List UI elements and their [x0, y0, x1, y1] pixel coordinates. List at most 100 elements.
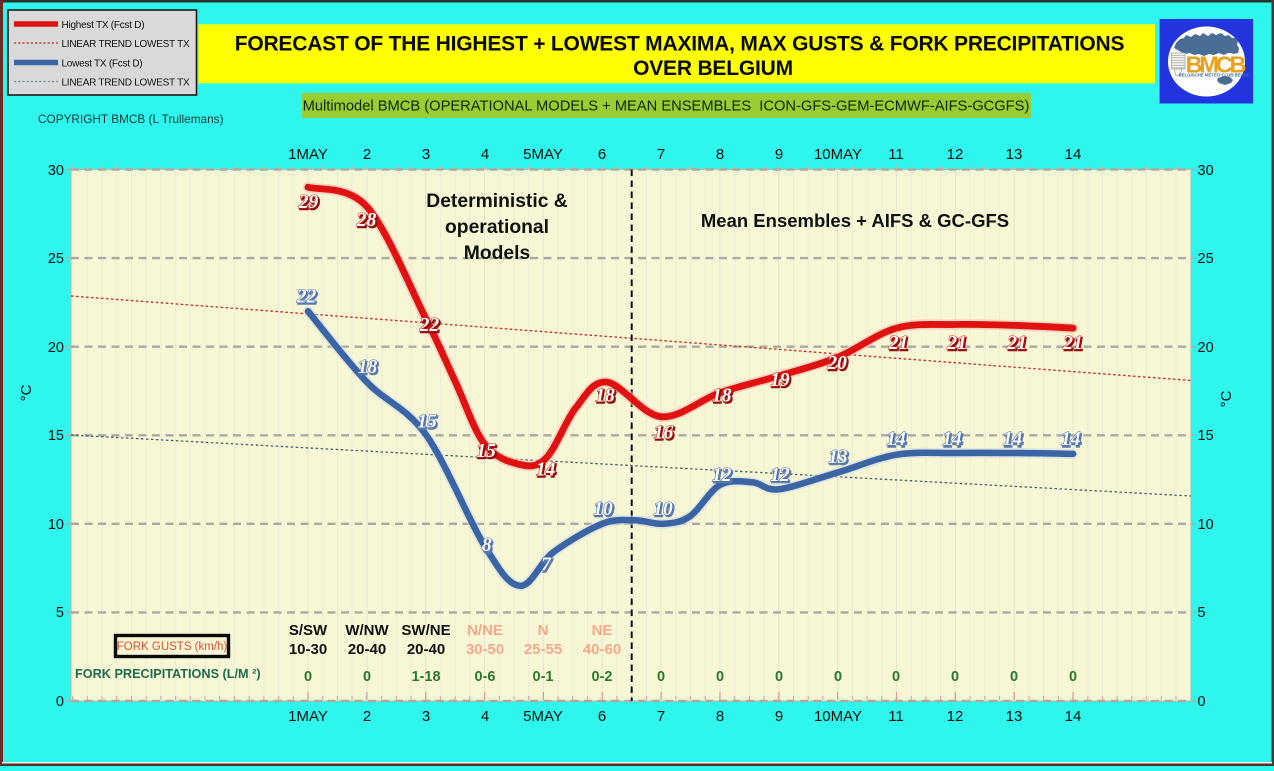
svg-text:6: 6 [598, 146, 606, 163]
svg-text:21: 21 [888, 333, 909, 354]
svg-text:°C: °C [1218, 390, 1235, 407]
svg-text:Models: Models [464, 243, 530, 264]
svg-text:0: 0 [716, 669, 724, 685]
svg-text:14: 14 [1003, 429, 1023, 450]
svg-text:1MAY: 1MAY [288, 146, 328, 163]
svg-text:3: 3 [422, 708, 430, 725]
svg-text:12: 12 [712, 465, 732, 486]
svg-text:S/SW: S/SW [289, 622, 328, 639]
svg-text:13: 13 [1006, 708, 1023, 725]
svg-text:22: 22 [296, 287, 317, 308]
svg-text:5: 5 [1198, 605, 1206, 621]
svg-text:11: 11 [888, 146, 904, 163]
svg-text:0-1: 0-1 [533, 669, 554, 685]
svg-text:14: 14 [1065, 146, 1082, 163]
svg-text:14: 14 [942, 429, 962, 450]
svg-text:20: 20 [48, 340, 64, 356]
svg-text:13: 13 [1006, 146, 1023, 163]
svg-text:5MAY: 5MAY [523, 708, 563, 725]
svg-text:0: 0 [834, 669, 842, 685]
svg-text:4: 4 [481, 146, 489, 163]
svg-text:9: 9 [775, 708, 783, 725]
svg-text:Deterministic &: Deterministic & [426, 191, 568, 212]
svg-text:18: 18 [595, 386, 615, 407]
svg-text:0: 0 [657, 669, 665, 685]
svg-text:10-30: 10-30 [289, 641, 327, 658]
svg-text:30-50: 30-50 [466, 641, 504, 658]
svg-text:NE: NE [592, 622, 613, 639]
svg-text:1-18: 1-18 [411, 669, 440, 685]
svg-text:N: N [538, 622, 549, 639]
svg-text:20: 20 [826, 353, 847, 374]
svg-text:10: 10 [1198, 517, 1214, 533]
svg-text:19: 19 [770, 370, 790, 391]
svg-text:COPYRIGHT BMCB (L Trullemans): COPYRIGHT BMCB (L Trullemans) [38, 112, 224, 126]
svg-text:FORK PRECIPITATIONS (L/M ²): FORK PRECIPITATIONS (L/M ²) [75, 667, 261, 681]
svg-text:FORECAST OF THE HIGHEST + LOWE: FORECAST OF THE HIGHEST + LOWEST MAXIMA,… [235, 33, 1125, 56]
svg-text:14: 14 [1061, 429, 1081, 450]
svg-text:14: 14 [536, 460, 556, 481]
svg-text:21: 21 [1062, 333, 1083, 354]
svg-text:18: 18 [712, 386, 732, 407]
svg-text:°C: °C [18, 384, 35, 401]
svg-text:Multimodel BMCB (OPERATIONAL M: Multimodel BMCB (OPERATIONAL MODELS + ME… [303, 99, 1030, 115]
svg-text:15: 15 [48, 428, 64, 444]
svg-text:0: 0 [892, 669, 900, 685]
svg-text:20-40: 20-40 [348, 641, 386, 658]
svg-text:FORK GUSTS (km/h): FORK GUSTS (km/h) [117, 641, 228, 653]
svg-text:W/NW: W/NW [345, 622, 389, 639]
svg-text:11: 11 [888, 708, 904, 725]
svg-text:25: 25 [48, 251, 64, 267]
svg-text:BELGISCHE METEO CLUB BELGE: BELGISCHE METEO CLUB BELGE [1179, 72, 1250, 77]
svg-text:0-2: 0-2 [592, 669, 613, 685]
svg-text:25: 25 [1198, 251, 1214, 267]
svg-text:30: 30 [48, 163, 64, 179]
svg-text:operational: operational [445, 217, 549, 238]
svg-text:0: 0 [363, 669, 371, 685]
svg-text:7: 7 [541, 555, 552, 576]
svg-text:LINEAR TREND LOWEST TX: LINEAR TREND LOWEST TX [62, 39, 190, 50]
svg-text:28: 28 [356, 210, 377, 231]
svg-text:21: 21 [1006, 333, 1027, 354]
svg-text:0: 0 [304, 669, 312, 685]
svg-text:Mean Ensembles + AIFS & GC-GFS: Mean Ensembles + AIFS & GC-GFS [701, 210, 1009, 231]
svg-text:13: 13 [828, 447, 848, 468]
svg-text:7: 7 [657, 708, 665, 725]
svg-text:SW/NE: SW/NE [401, 622, 450, 639]
svg-text:10: 10 [593, 499, 613, 520]
svg-text:29: 29 [298, 192, 319, 213]
svg-text:2: 2 [363, 146, 371, 163]
svg-text:14: 14 [886, 429, 906, 450]
svg-text:9: 9 [775, 146, 783, 163]
svg-text:15: 15 [476, 441, 496, 462]
svg-text:5: 5 [56, 605, 64, 621]
svg-text:Lowest TX (Fcst D): Lowest TX (Fcst D) [62, 59, 143, 70]
svg-text:7: 7 [657, 146, 665, 163]
svg-text:0: 0 [56, 694, 64, 710]
svg-text:8: 8 [482, 535, 492, 556]
svg-text:0: 0 [775, 669, 783, 685]
svg-text:0: 0 [1198, 694, 1206, 710]
svg-text:14: 14 [1065, 708, 1082, 725]
svg-text:30: 30 [1198, 163, 1214, 179]
svg-text:0: 0 [1069, 669, 1077, 685]
svg-text:OVER BELGIUM: OVER BELGIUM [633, 57, 793, 80]
svg-text:3: 3 [422, 146, 430, 163]
svg-text:0: 0 [1010, 669, 1018, 685]
svg-text:10: 10 [48, 517, 64, 533]
svg-text:21: 21 [946, 333, 967, 354]
svg-text:8: 8 [716, 146, 724, 163]
svg-text:40-60: 40-60 [583, 641, 621, 658]
svg-text:5MAY: 5MAY [523, 146, 563, 163]
svg-text:15: 15 [417, 412, 437, 433]
svg-text:20: 20 [1198, 340, 1214, 356]
svg-text:12: 12 [947, 146, 964, 163]
svg-text:20-40: 20-40 [407, 641, 445, 658]
svg-text:12: 12 [947, 708, 964, 725]
svg-text:0-6: 0-6 [475, 669, 496, 685]
svg-text:10: 10 [653, 499, 673, 520]
svg-text:Highest TX (Fcst D): Highest TX (Fcst D) [62, 20, 145, 31]
svg-text:2: 2 [363, 708, 371, 725]
svg-text:12: 12 [770, 465, 790, 486]
svg-text:8: 8 [716, 708, 724, 725]
